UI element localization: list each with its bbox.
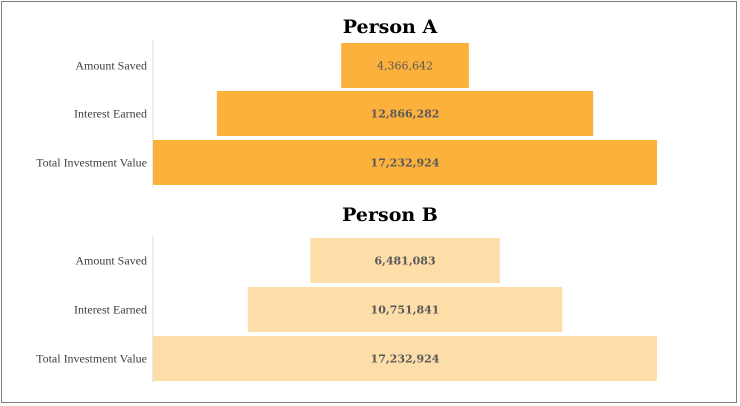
person-a-bar-total-investment-value bbox=[153, 140, 657, 185]
person-b-bar-interest-earned bbox=[247, 287, 563, 332]
person-a-category-label: Total Investment Value bbox=[36, 156, 147, 170]
person-b-chart-title: Person B bbox=[342, 204, 438, 226]
person-a-value-label: 17,232,924 bbox=[371, 157, 440, 170]
person-a-value-label: 12,866,282 bbox=[371, 108, 440, 121]
person-b-value-label: 17,232,924 bbox=[371, 353, 440, 366]
person-a-chart-title: Person A bbox=[343, 16, 438, 38]
person-b-bar-total-investment-value bbox=[153, 336, 657, 381]
person-b-value-label: 10,751,841 bbox=[371, 304, 440, 317]
person-b-bar-amount-saved bbox=[310, 238, 500, 283]
person-a-bar-interest-earned bbox=[216, 91, 594, 136]
person-a-value-label: 4,366,642 bbox=[377, 60, 433, 73]
person-a-category-label: Amount Saved bbox=[75, 59, 147, 73]
person-b-category-label: Total Investment Value bbox=[36, 352, 147, 366]
person-a-bar-amount-saved bbox=[341, 43, 469, 88]
person-b-category-label: Interest Earned bbox=[74, 303, 147, 317]
person-b-value-label: 6,481,083 bbox=[374, 255, 435, 268]
person-a-category-label: Interest Earned bbox=[74, 107, 147, 121]
person-b-category-label: Amount Saved bbox=[75, 254, 147, 268]
